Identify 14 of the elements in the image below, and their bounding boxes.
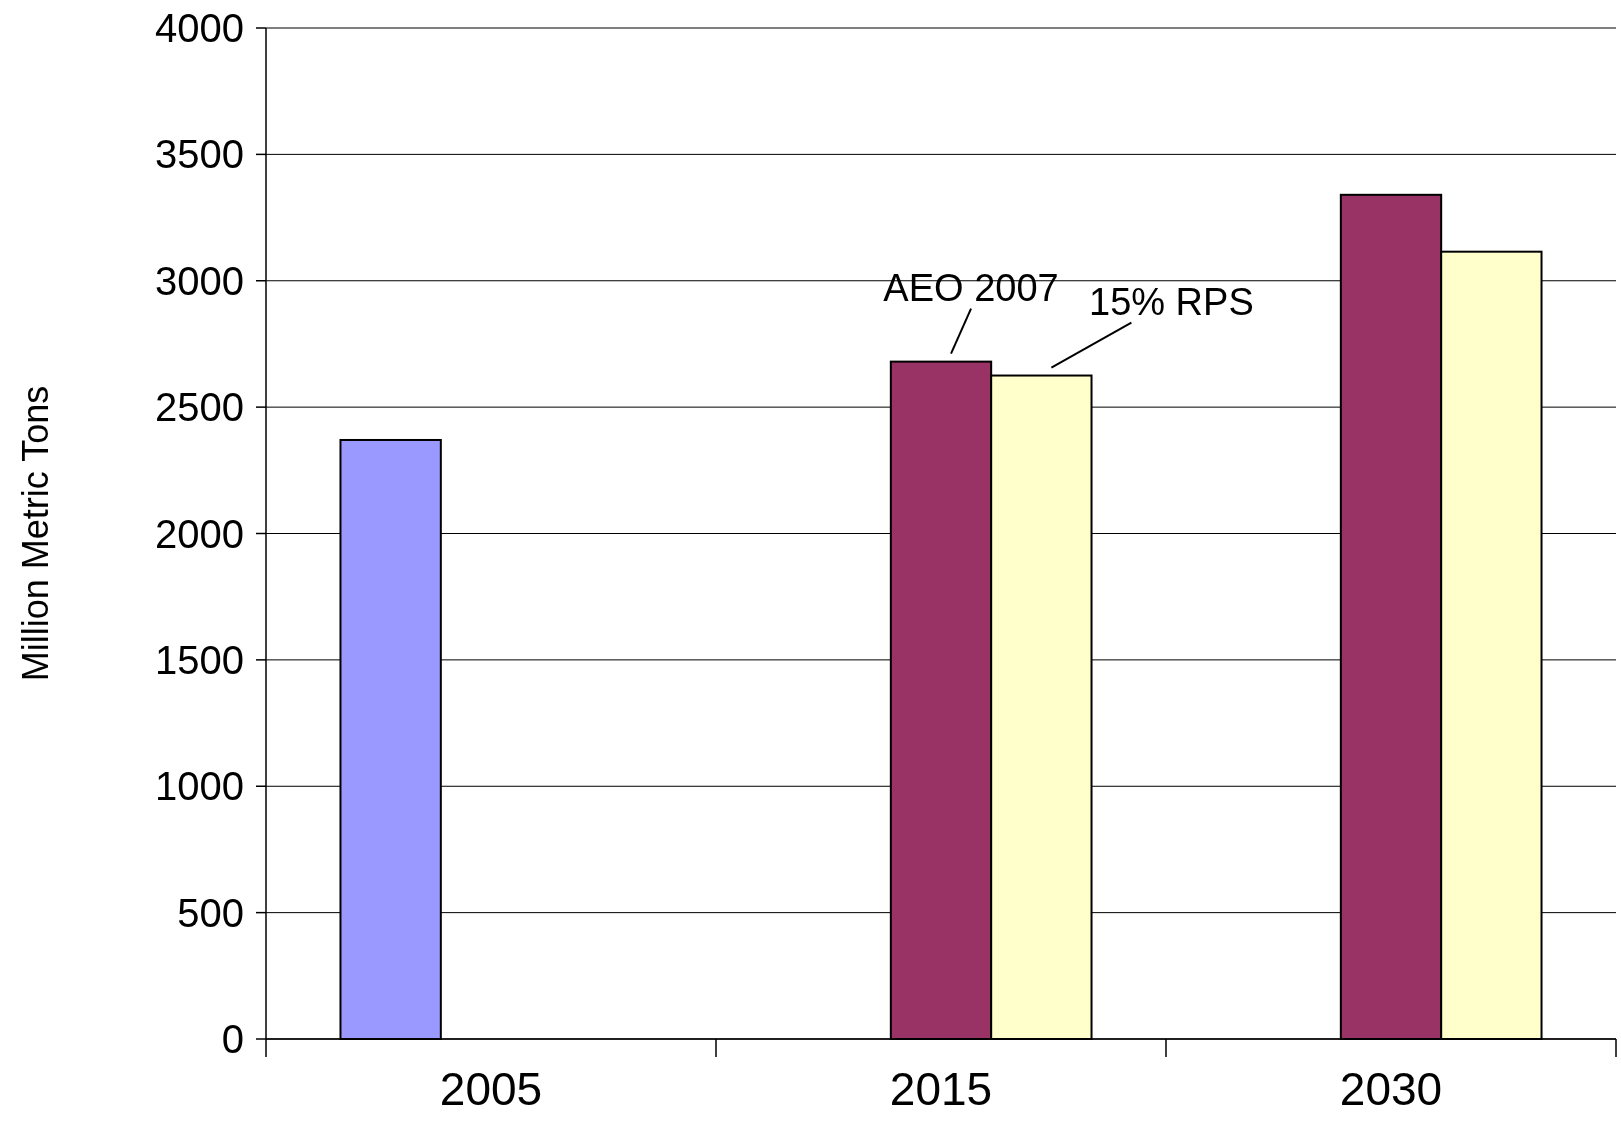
y-tick-label: 2000 xyxy=(155,511,244,556)
x-tick-label: 2030 xyxy=(1339,1063,1443,1115)
y-tick-label: 1000 xyxy=(155,764,244,809)
y-tick-label: 3000 xyxy=(155,258,244,303)
y-tick-label: 3500 xyxy=(155,132,244,177)
y-axis-title: Million Metric Tons xyxy=(15,385,56,682)
y-tick-label: 4000 xyxy=(155,6,244,50)
series-label: 15% RPS xyxy=(1089,280,1254,323)
y-tick-label: 0 xyxy=(221,1017,244,1061)
x-tick-label: 2005 xyxy=(439,1063,543,1115)
y-tick-label: 1500 xyxy=(155,637,244,682)
x-tick-label: 2015 xyxy=(889,1063,993,1115)
y-tick-label: 2500 xyxy=(155,385,244,430)
y-tick-label: 500 xyxy=(177,890,244,935)
